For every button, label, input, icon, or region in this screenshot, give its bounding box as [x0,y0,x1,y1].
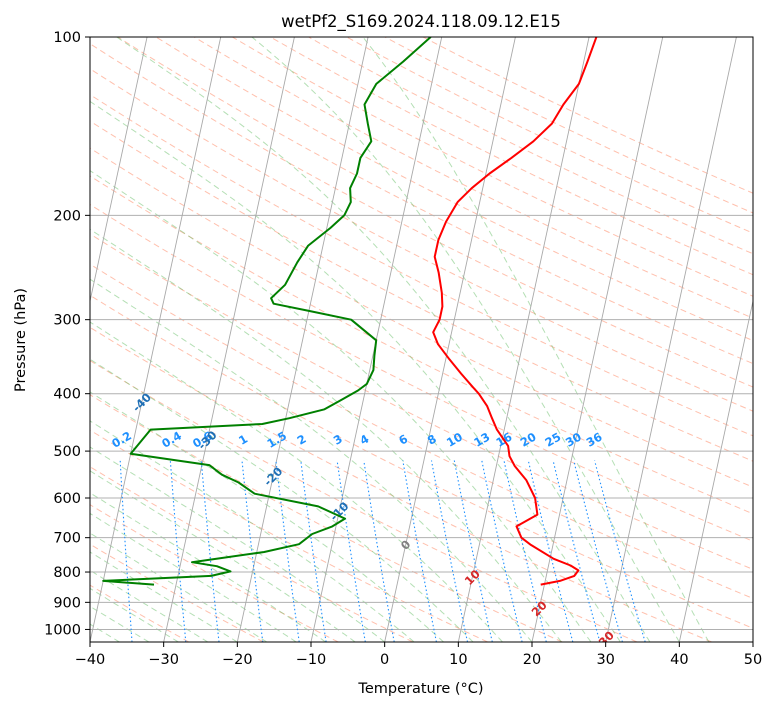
y-axis-ticks: 100 200 300 400 500 600 700 800 900 1000 [44,30,90,638]
mixing-ratio-line [481,460,523,642]
dry-adiabat-line [90,429,488,642]
isotherm-line [163,37,295,642]
x-tick-label: 20 [523,652,541,668]
x-tick-label: 10 [449,652,467,668]
moist-adiabat-line [90,358,474,642]
x-axis-ticks: −40 −30 −20 −10 0 10 20 30 40 50 [75,642,762,668]
sounding-profiles [102,37,598,586]
mixing-ratio-line [363,460,395,642]
mixing-ratio-label: 10 [444,430,465,450]
moist-adiabat-line [90,391,444,642]
mixing-ratio-line [200,460,220,642]
mixing-ratio-line [430,460,469,642]
moist-adiabat-line [90,569,209,642]
moist-adiabat-line [90,228,562,642]
y-tick-label: 700 [53,531,81,547]
x-tick-label: −30 [148,652,179,668]
mixing-ratio-line [241,460,264,642]
dry-adiabat-line [90,504,339,642]
mixing-ratio-line [552,460,601,642]
mixing-ratio-line [275,460,300,642]
moist-adiabat-line [90,170,592,642]
y-tick-label: 1000 [44,622,81,638]
moist-adiabat-line [362,37,710,642]
mixing-ratio-label: 36 [584,430,605,450]
x-tick-label: −20 [222,652,253,668]
x-tick-label: 30 [596,652,614,668]
x-tick-label: −40 [75,652,106,668]
moist-adiabat-line [90,587,179,642]
plot-area: 0.10.20.40.611.52346810131620253036-100-… [90,37,753,642]
y-axis-label: Pressure (hPa) [13,288,29,392]
y-tick-label: 300 [53,313,81,329]
mixing-ratio-label: 30 [563,430,584,450]
temperature-profile [432,37,598,586]
dry-adiabat-line [90,394,563,642]
x-tick-label: 0 [380,652,389,668]
moist-adiabat-line [90,470,356,642]
y-tick-label: 800 [53,565,81,581]
y-tick-label: 400 [53,387,81,403]
mixing-ratio-line [336,460,366,642]
mixing-ratio-lines [119,460,646,642]
pressure-gridlines [90,37,753,630]
mixing-ratio-label: 20 [518,430,539,450]
isotherm-line [605,37,737,642]
dry-adiabat-line [90,359,638,642]
mixing-ratio-line [402,460,437,642]
y-tick-label: 900 [53,595,81,611]
y-tick-label: 600 [53,491,81,507]
dry-adiabat-line [90,147,753,488]
x-axis-label: Temperature (°C) [357,681,483,697]
moist-adiabat-line [90,278,533,642]
dry-adiabat-line [90,233,753,570]
skew-isotherms [90,37,753,642]
y-tick-label: 500 [53,444,81,460]
dewpoint-profile [102,37,432,586]
mixing-ratio-label: 13 [471,430,492,450]
moist-adiabat-line [90,551,238,642]
isotherm-line [90,37,148,304]
mixing-ratio-label: 25 [542,430,563,450]
x-tick-label: 50 [744,652,762,668]
mixing-ratio-line [453,460,493,642]
isotherm-line [90,37,222,642]
x-tick-label: 40 [670,652,688,668]
dry-adiabats [90,37,753,642]
plot-frame [89,36,754,643]
x-tick-label: −10 [296,652,327,668]
isotherm-line [531,37,664,642]
dry-adiabat-line [90,263,753,599]
mixing-ratio-line [594,460,646,642]
moist-adiabat-line [90,446,385,642]
chart-title: wetPf2_S169.2024.118.09.12.E15 [281,12,561,32]
y-tick-label: 100 [53,30,81,46]
y-tick-label: 200 [53,208,81,224]
isotherm-line [678,298,753,642]
moist-adiabat-line [116,37,651,642]
mixing-ratio-line [503,460,547,642]
dry-adiabat-line [90,68,753,412]
dry-adiabat-line [90,326,712,642]
dry-adiabat-line [90,120,753,462]
moist-adiabats [90,37,710,642]
mixing-ratio-line [573,460,623,642]
isotherm-line [384,37,516,642]
moist-adiabat-line [90,100,621,642]
dry-adiabat-line [90,203,753,542]
dry-adiabat-line [90,94,753,437]
mixing-ratio-line [300,460,327,642]
isotherm-line [236,37,369,642]
isotherm-line [457,37,590,642]
